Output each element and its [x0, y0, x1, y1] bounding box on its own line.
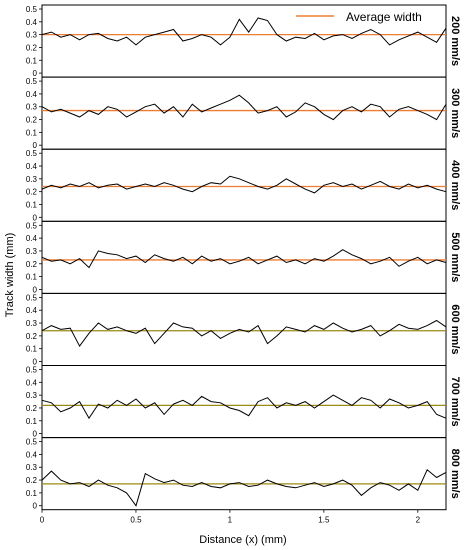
- y-tick-label: 0: [33, 141, 38, 150]
- y-tick-label: 0.4: [26, 450, 38, 459]
- panel-frame: [41, 437, 447, 511]
- panel-3: 0 0.1 0.2 0.3 0.4 0.5 400 mm/s: [26, 148, 461, 222]
- y-tick-label: 0: [33, 502, 38, 511]
- y-tick-label: 0.3: [26, 175, 38, 184]
- y-tick-label: 0.3: [26, 103, 38, 112]
- speed-label: 700 mm/s: [449, 376, 461, 426]
- track-width-line: [41, 94, 447, 121]
- panel-5: 0 0.1 0.2 0.3 0.4 0.5 600 mm/s: [26, 292, 461, 367]
- y-tick-label: 0.5: [26, 366, 38, 375]
- speed-label: 500 mm/s: [449, 232, 461, 282]
- x-axis-title: Distance (x) (mm): [199, 534, 286, 546]
- y-tick-label: 0.3: [26, 391, 38, 400]
- y-axis-title: Track width (mm): [4, 233, 16, 318]
- y-tick-label: 0.5: [26, 293, 38, 302]
- y-tick-label: 0.2: [26, 332, 38, 341]
- panel-6: 0 0.1 0.2 0.3 0.4 0.5 700 mm/s: [26, 365, 461, 439]
- panel-frame: [41, 148, 447, 222]
- y-tick-label: 0.1: [26, 56, 38, 65]
- track-width-line: [41, 394, 447, 420]
- panel-frame: [41, 220, 447, 294]
- y-tick-label: 0.5: [26, 221, 38, 230]
- y-tick-label: 0.5: [26, 5, 38, 14]
- y-tick-label: 0.4: [26, 306, 38, 315]
- track-width-line: [41, 249, 447, 269]
- x-tick-label: 0.5: [130, 516, 142, 525]
- y-tick-label: 0.4: [26, 18, 38, 27]
- y-tick-label: 0.2: [26, 188, 38, 197]
- panels-group: 0 0.1 0.2 0.3 0.4 0.5 200 mm/s 0 0.1 0.2 0.3 0.4 0.5…: [26, 4, 461, 525]
- y-tick-label: 0.5: [26, 149, 38, 158]
- y-tick-label: 0.2: [26, 476, 38, 485]
- y-tick-label: 0.4: [26, 378, 38, 387]
- y-tick-label: 0: [33, 430, 38, 439]
- y-tick-label: 0.3: [26, 31, 38, 40]
- panel-frame: [41, 76, 447, 150]
- y-tick-label: 0: [33, 285, 38, 294]
- y-tick-label: 0.2: [26, 260, 38, 269]
- speed-label: 400 mm/s: [449, 160, 461, 210]
- y-tick-label: 0: [33, 69, 38, 78]
- track-width-line: [41, 17, 447, 46]
- speed-label: 200 mm/s: [449, 16, 461, 66]
- track-width-line: [41, 175, 447, 194]
- panel-4: 0 0.1 0.2 0.3 0.4 0.5 500 mm/s: [26, 220, 461, 294]
- y-tick-label: 0: [33, 358, 38, 367]
- y-tick-label: 0.3: [26, 247, 38, 256]
- speed-label: 800 mm/s: [449, 449, 461, 499]
- y-tick-label: 0.3: [26, 319, 38, 328]
- y-tick-label: 0.2: [26, 43, 38, 52]
- panel-2: 0 0.1 0.2 0.3 0.4 0.5 300 mm/s: [26, 76, 461, 150]
- x-tick-label: 1: [228, 516, 233, 525]
- legend: Average width: [296, 10, 422, 24]
- y-tick-label: 0.5: [26, 438, 38, 447]
- y-tick-label: 0.3: [26, 463, 38, 472]
- y-tick-label: 0.1: [26, 489, 38, 498]
- y-tick-label: 0.4: [26, 90, 38, 99]
- y-tick-label: 0.2: [26, 116, 38, 125]
- y-tick-label: 0.2: [26, 404, 38, 413]
- y-tick-label: 0.1: [26, 273, 38, 282]
- speed-label: 600 mm/s: [449, 304, 461, 354]
- x-tick-label: 0: [40, 516, 45, 525]
- y-tick-label: 0: [33, 213, 38, 222]
- legend-label: Average width: [346, 10, 422, 24]
- y-tick-label: 0.4: [26, 234, 38, 243]
- y-tick-label: 0.1: [26, 417, 38, 426]
- track-width-line: [41, 319, 447, 348]
- track-width-line: [41, 469, 447, 507]
- x-tick-label: 1.5: [318, 516, 330, 525]
- panel-7: 0 0.1 0.2 0.3 0.4 0.5 800 mm/s: [26, 437, 461, 511]
- panel-frame: [41, 365, 447, 439]
- y-tick-label: 0.1: [26, 345, 38, 354]
- panel-frame: [41, 292, 447, 366]
- speed-label: 300 mm/s: [449, 88, 461, 138]
- y-tick-label: 0.5: [26, 77, 38, 86]
- x-tick-label: 2: [416, 516, 421, 525]
- y-tick-label: 0.4: [26, 162, 38, 171]
- y-tick-label: 0.1: [26, 128, 38, 137]
- y-tick-label: 0.1: [26, 200, 38, 209]
